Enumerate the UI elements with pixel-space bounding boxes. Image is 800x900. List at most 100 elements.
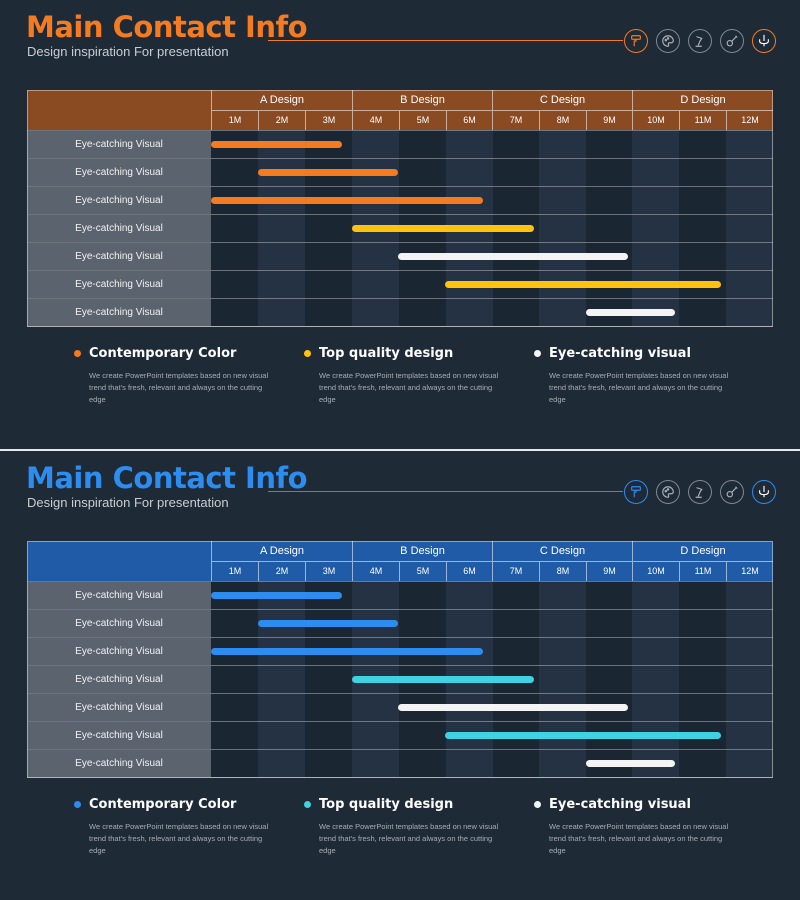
row-divider <box>27 270 773 271</box>
legend-dot <box>304 801 311 808</box>
month-header: 10M <box>632 561 679 581</box>
row-divider <box>27 581 773 582</box>
month-header: 9M <box>586 110 632 130</box>
row-divider <box>27 637 773 638</box>
gantt-bar <box>211 592 343 599</box>
gantt-bar <box>585 309 675 316</box>
slide-divider <box>0 449 800 451</box>
column-stripe <box>632 130 679 326</box>
row-divider <box>27 693 773 694</box>
row-divider <box>27 214 773 215</box>
legend-item: Top quality design We create PowerPoint … <box>304 346 504 406</box>
month-header: 8M <box>539 110 586 130</box>
month-header: 3M <box>305 110 352 130</box>
phase-header-row: A Design B Design C Design D Design <box>27 541 773 561</box>
month-header: 9M <box>586 561 632 581</box>
legend-dot <box>74 350 81 357</box>
title-underline <box>268 491 623 492</box>
desk-lamp-icon <box>688 480 712 504</box>
chandelier-icon <box>752 480 776 504</box>
month-header: 11M <box>679 561 726 581</box>
gantt-bar <box>211 648 483 655</box>
phase-header: A Design <box>211 541 352 561</box>
legend-item: Contemporary Color We create PowerPoint … <box>74 797 274 857</box>
gantt-bar <box>445 281 722 288</box>
legend-item: Eye-catching visual We create PowerPoint… <box>534 346 734 406</box>
row-label: Eye-catching Visual <box>27 131 211 158</box>
slide-orange: Main Contact Info Design inspiration For… <box>0 0 800 449</box>
gantt-bar <box>211 141 343 148</box>
legend-title: Eye-catching visual <box>549 797 691 812</box>
gantt-bar <box>257 620 399 627</box>
month-header: 2M <box>258 561 305 581</box>
legend-description: We create PowerPoint templates based on … <box>549 822 729 855</box>
column-stripe <box>726 581 773 777</box>
gantt-bar <box>211 197 483 204</box>
row-divider <box>27 242 773 243</box>
month-header: 1M <box>211 561 258 581</box>
row-label: Eye-catching Visual <box>27 722 211 749</box>
palette-icon <box>656 29 680 53</box>
paint-roller-icon <box>624 480 648 504</box>
phase-header: C Design <box>492 90 632 110</box>
row-label: Eye-catching Visual <box>27 750 211 777</box>
row-divider <box>27 130 773 131</box>
legend-title: Top quality design <box>319 797 454 812</box>
month-header: 12M <box>726 110 773 130</box>
row-divider <box>27 326 773 327</box>
legend-description: We create PowerPoint templates based on … <box>319 822 499 855</box>
page-subtitle: Design inspiration For presentation <box>27 44 229 59</box>
chandelier-icon <box>752 29 776 53</box>
row-divider <box>27 186 773 187</box>
month-header: 6M <box>446 561 492 581</box>
phase-header: B Design <box>352 90 492 110</box>
month-header: 7M <box>492 110 539 130</box>
guitar-icon <box>720 29 744 53</box>
legend-title: Contemporary Color <box>89 346 237 361</box>
row-label: Eye-catching Visual <box>27 582 211 609</box>
legend-description: We create PowerPoint templates based on … <box>89 822 269 855</box>
legend-dot <box>304 350 311 357</box>
icon-row <box>624 29 776 55</box>
legend-description: We create PowerPoint templates based on … <box>549 371 729 404</box>
legend-dot <box>534 801 541 808</box>
guitar-icon <box>720 480 744 504</box>
legend-dot <box>534 350 541 357</box>
slide-blue: Main Contact Info Design inspiration For… <box>0 451 800 900</box>
legend-description: We create PowerPoint templates based on … <box>89 371 269 404</box>
row-label: Eye-catching Visual <box>27 243 211 270</box>
row-label: Eye-catching Visual <box>27 666 211 693</box>
month-header: 6M <box>446 110 492 130</box>
column-stripe <box>539 581 586 777</box>
gantt-bar <box>585 760 675 767</box>
paint-roller-icon <box>624 29 648 53</box>
month-header: 5M <box>399 561 446 581</box>
phase-header: D Design <box>632 541 773 561</box>
phase-header-row: A Design B Design C Design D Design <box>27 90 773 110</box>
gantt-bar <box>351 225 535 232</box>
row-label: Eye-catching Visual <box>27 271 211 298</box>
column-stripe <box>726 130 773 326</box>
legend-item: Eye-catching visual We create PowerPoint… <box>534 797 734 857</box>
legend-title: Eye-catching visual <box>549 346 691 361</box>
title-underline <box>268 40 623 41</box>
row-label: Eye-catching Visual <box>27 299 211 326</box>
row-divider <box>27 721 773 722</box>
month-header: 5M <box>399 110 446 130</box>
legend-description: We create PowerPoint templates based on … <box>319 371 499 404</box>
month-header: 3M <box>305 561 352 581</box>
row-label: Eye-catching Visual <box>27 638 211 665</box>
legend-title: Contemporary Color <box>89 797 237 812</box>
row-label: Eye-catching Visual <box>27 159 211 186</box>
icon-row <box>624 480 776 506</box>
legend-title: Top quality design <box>319 346 454 361</box>
row-divider <box>27 777 773 778</box>
month-header: 4M <box>352 561 399 581</box>
month-header: 4M <box>352 110 399 130</box>
month-header: 1M <box>211 110 258 130</box>
palette-icon <box>656 480 680 504</box>
month-header: 11M <box>679 110 726 130</box>
row-label: Eye-catching Visual <box>27 215 211 242</box>
month-header: 10M <box>632 110 679 130</box>
column-stripe <box>258 130 305 326</box>
